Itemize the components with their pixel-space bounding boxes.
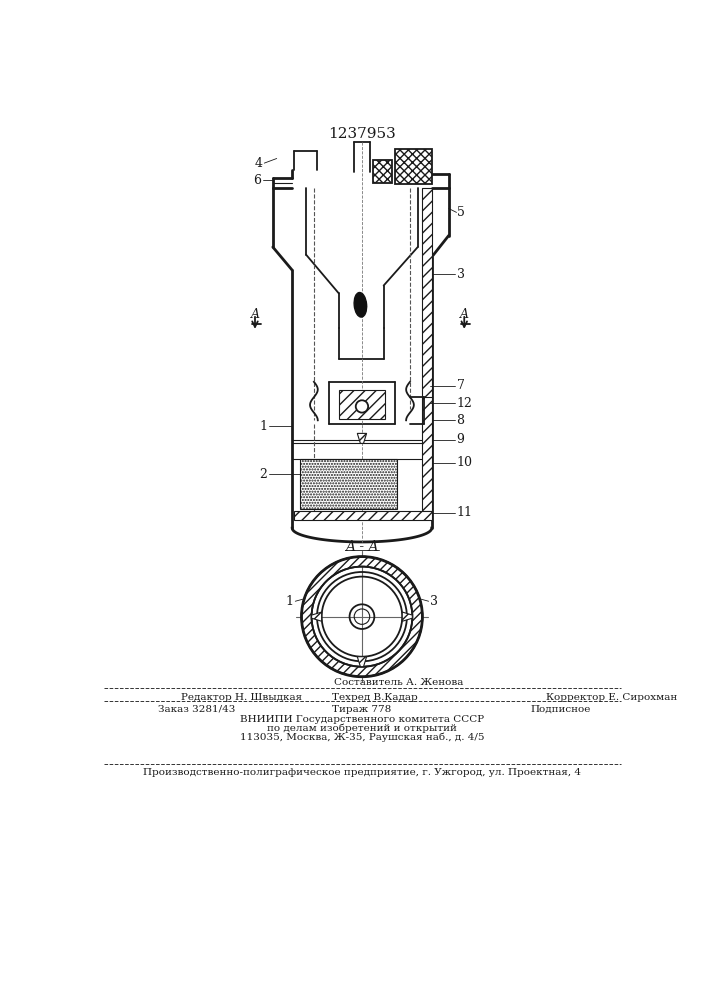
Text: Заказ 3281/43: Заказ 3281/43: [158, 705, 235, 714]
Ellipse shape: [354, 293, 367, 317]
Text: 1237953: 1237953: [328, 127, 396, 141]
Polygon shape: [357, 657, 367, 667]
Text: A - A: A - A: [345, 540, 379, 554]
Bar: [339, 389, 385, 419]
Text: 113035, Москва, Ж-35, Раушская наб., д. 4/5: 113035, Москва, Ж-35, Раушская наб., д. …: [240, 733, 484, 742]
Text: Тираж 778: Тираж 778: [332, 705, 392, 714]
Text: A: A: [250, 308, 259, 321]
Text: 2: 2: [259, 468, 267, 481]
Text: Подписное: Подписное: [530, 705, 590, 714]
Text: 8: 8: [457, 414, 464, 427]
Text: 4: 4: [255, 157, 263, 170]
Text: 3: 3: [430, 595, 438, 608]
Bar: [422, 188, 432, 511]
Polygon shape: [357, 433, 367, 443]
Text: 11: 11: [457, 506, 472, 519]
Wedge shape: [301, 557, 422, 677]
Text: Производственно-полиграфическое предприятие, г. Ужгород, ул. Проектная, 4: Производственно-полиграфическое предприя…: [143, 768, 581, 777]
Bar: [373, 160, 392, 183]
Text: Составитель А. Женова: Составитель А. Женова: [334, 678, 463, 687]
Text: Корректор Е. Сирохман: Корректор Е. Сирохман: [546, 693, 677, 702]
Text: 10: 10: [457, 456, 472, 469]
Text: 1: 1: [286, 595, 293, 608]
Text: ВНИИПИ Государственного комитета СССР: ВНИИПИ Государственного комитета СССР: [240, 715, 484, 724]
Text: по делам изобретений и открытий: по делам изобретений и открытий: [267, 724, 457, 733]
Bar: [395, 149, 432, 184]
Text: A: A: [460, 308, 469, 321]
Text: Техред В.Кадар: Техред В.Кадар: [332, 693, 418, 702]
Polygon shape: [312, 612, 322, 621]
Circle shape: [356, 400, 368, 413]
Text: 1: 1: [259, 420, 267, 433]
Text: 9: 9: [457, 433, 464, 446]
Bar: [300, 459, 397, 509]
Bar: [293, 511, 432, 520]
Text: 12: 12: [457, 397, 472, 410]
Text: 5: 5: [457, 206, 464, 219]
Polygon shape: [402, 612, 412, 621]
Text: 6: 6: [253, 174, 261, 187]
Text: 3: 3: [457, 267, 464, 280]
Text: 7: 7: [457, 379, 464, 392]
Text: Редактор Н. Швыдкая: Редактор Н. Швыдкая: [182, 693, 303, 702]
